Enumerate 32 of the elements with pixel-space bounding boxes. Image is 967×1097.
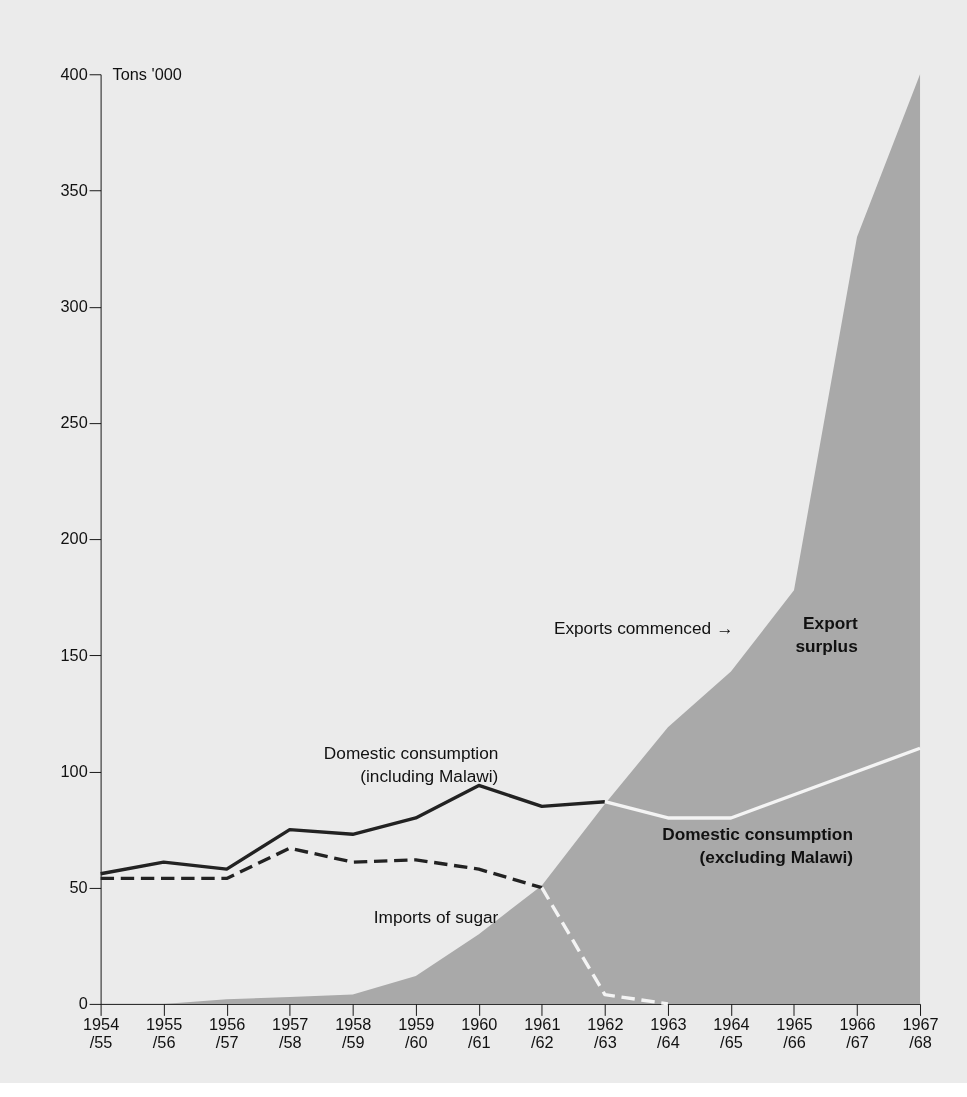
x-tick-label: 1964 /65 (713, 1015, 750, 1052)
series-label: Domestic consumption (including Malawi) (323, 742, 499, 786)
y-tick-label: 0 (78, 994, 88, 1013)
x-tick-label: 1956 /57 (209, 1015, 246, 1052)
annotation: Exports commenced → (553, 617, 734, 638)
x-tick-label: 1963 /64 (650, 1015, 687, 1052)
x-tick-label: 1961 /62 (524, 1015, 561, 1052)
annotation: Export surplus (795, 613, 858, 657)
y-tick-label: 350 (60, 180, 88, 199)
x-tick-label: 1966 /67 (839, 1015, 876, 1052)
x-tick-label: 1955 /56 (146, 1015, 183, 1052)
y-tick-label: 50 (69, 877, 88, 896)
line-series (98, 846, 544, 890)
y-tick-label: 250 (60, 413, 88, 432)
series-label: Imports of sugar (373, 907, 499, 928)
y-tick-label: 300 (60, 296, 88, 315)
line-series (98, 783, 607, 876)
y-axis-title: Tons '000 (112, 64, 182, 83)
y-tick-label: 400 (60, 64, 88, 83)
x-tick-label: 1962 /63 (587, 1015, 624, 1052)
series-label: Domestic consumption (excluding Malawi) (662, 824, 853, 868)
line-series (603, 746, 922, 820)
y-tick-label: 150 (60, 645, 88, 664)
x-tick-label: 1954 /55 (82, 1015, 120, 1052)
y-tick-label: 100 (60, 761, 88, 780)
x-tick-label: 1958 /59 (335, 1015, 372, 1052)
x-tick-label: 1967 /68 (902, 1015, 939, 1052)
x-tick-label: 1957 /58 (272, 1015, 309, 1052)
y-tick-label: 200 (60, 529, 88, 548)
x-tick-label: 1965 /66 (776, 1015, 813, 1052)
x-tick-label: 1960 /61 (461, 1015, 498, 1052)
x-tick-label: 1959 /60 (398, 1015, 435, 1052)
